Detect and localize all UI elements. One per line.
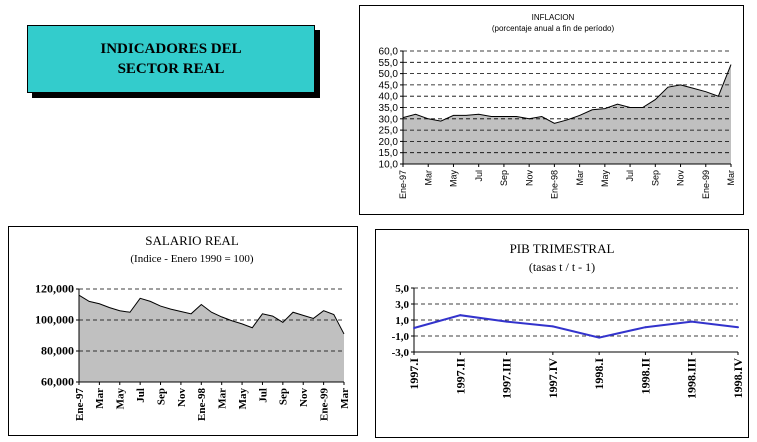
series-line — [413, 314, 739, 339]
data-point — [644, 326, 647, 329]
y-tick-label: 100,000 — [35, 313, 74, 327]
chart-title: PIB TRIMESTRAL — [510, 241, 615, 256]
x-tick-label: Mar — [217, 388, 229, 409]
x-tick-label: Mar — [423, 170, 433, 186]
x-tick-label: Nov — [176, 388, 188, 407]
x-tick-label: Mar — [339, 388, 351, 409]
x-tick-label: May — [237, 388, 249, 410]
y-tick-label: 20,0 — [379, 137, 399, 148]
x-tick-label: Ene-99 — [318, 388, 330, 422]
area-fill — [403, 64, 731, 164]
data-point — [459, 314, 462, 317]
x-tick-label: 1997.I — [407, 358, 421, 390]
x-tick-label: Nov — [676, 170, 686, 187]
x-tick-label: May — [600, 170, 610, 188]
chart-title: INFLACION — [532, 13, 575, 22]
x-tick-label: 1998.II — [638, 358, 652, 395]
y-tick-label: 50,0 — [379, 69, 399, 80]
y-tick-label: 80,000 — [41, 344, 74, 358]
section-title-line1: INDICADORES DEL — [100, 41, 242, 57]
chart-title: SALARIO REAL — [145, 233, 239, 248]
x-tick-label: Jul — [474, 170, 484, 182]
x-tick-label: 1997.II — [453, 358, 467, 395]
data-point — [413, 327, 415, 329]
y-tick-label: 3,0 — [395, 299, 409, 311]
salario-chart: SALARIO REAL (Indice - Enero 1990 = 100) 1… — [35, 233, 351, 422]
x-tick-label: Sep — [155, 388, 167, 405]
x-tick-label: 1998.I — [592, 358, 606, 390]
y-tick-label: 5,0 — [395, 283, 409, 295]
x-tick-label: 1997.III — [500, 358, 514, 399]
data-point — [737, 326, 739, 329]
data-line — [78, 294, 345, 335]
y-tick-label: 55,0 — [379, 58, 399, 69]
y-tick-label: 60,0 — [379, 47, 399, 58]
y-tick-label: 10,0 — [379, 160, 399, 171]
x-tick-label: Sep — [278, 388, 290, 405]
inflacion-chart-panel: INFLACION (porcentaje anual a fin de perí… — [359, 5, 744, 215]
x-tick-label: Mar — [94, 388, 106, 409]
inflacion-chart: INFLACION (porcentaje anual a fin de perí… — [379, 13, 737, 199]
chart-subtitle: (Indice - Enero 1990 = 100) — [130, 253, 254, 265]
x-tick-label: Jul — [135, 388, 147, 403]
x-tick-label: Ene-97 — [398, 170, 408, 199]
x-tick-label: Ene-98 — [196, 388, 208, 422]
x-tick-label: Ene-97 — [74, 388, 86, 422]
x-tick-label: Nov — [298, 388, 310, 407]
pib-chart-panel: PIB TRIMESTRAL (tasas t / t - 1) 5,0 3,0 1,0… — [375, 229, 749, 438]
data-point — [690, 320, 693, 323]
chart-subtitle: (porcentaje anual a fin de período) — [492, 24, 615, 33]
y-tick-label: 60,000 — [41, 375, 74, 389]
y-tick-label: 35,0 — [379, 103, 399, 114]
y-tick-label: 120,000 — [35, 282, 74, 296]
area-fill — [79, 295, 344, 382]
y-tick-label: 30,0 — [379, 114, 399, 125]
y-tick-label: 25,0 — [379, 126, 399, 137]
x-tick-label: 1998.III — [685, 358, 699, 399]
chart-subtitle: (tasas t / t - 1) — [529, 260, 595, 274]
y-tick-label: -1,0 — [392, 331, 410, 343]
x-tick-label: Sep — [499, 170, 509, 186]
x-tick-label: Jul — [625, 170, 635, 182]
x-tick-label: Ene-98 — [550, 170, 560, 199]
section-title-line2: SECTOR REAL — [117, 61, 225, 77]
data-line — [402, 64, 732, 124]
x-tick-label: Jul — [257, 388, 269, 403]
x-tick-label: Mar — [726, 170, 736, 186]
y-tick-label: 40,0 — [379, 92, 399, 103]
data-point — [551, 325, 554, 328]
y-tick-label: 45,0 — [379, 80, 399, 91]
x-tick-label: 1998.IV — [731, 358, 745, 399]
salario-chart-panel: SALARIO REAL (Indice - Enero 1990 = 100) 1… — [8, 226, 358, 436]
x-tick-label: Nov — [524, 170, 534, 187]
x-tick-label: 1997.IV — [546, 358, 560, 399]
x-tick-label: Sep — [650, 170, 660, 186]
data-point — [598, 336, 601, 339]
x-tick-label: Mar — [575, 170, 585, 186]
x-tick-label: May — [449, 170, 459, 188]
y-tick-label: -3,0 — [392, 347, 410, 359]
data-point — [505, 320, 508, 323]
section-title-box: INDICADORES DEL SECTOR REAL — [27, 25, 315, 93]
x-tick-label: May — [115, 388, 127, 410]
x-tick-label: Ene-99 — [701, 170, 711, 199]
y-tick-label: 1,0 — [395, 315, 409, 327]
y-tick-label: 15,0 — [379, 148, 399, 159]
pib-chart: PIB TRIMESTRAL (tasas t / t - 1) 5,0 3,0 1,0… — [392, 241, 745, 399]
